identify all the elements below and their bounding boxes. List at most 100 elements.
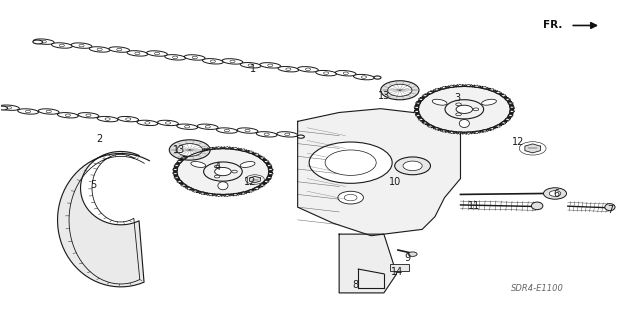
Ellipse shape (211, 60, 216, 63)
Circle shape (456, 105, 472, 114)
Circle shape (214, 165, 220, 168)
Polygon shape (250, 176, 260, 183)
Ellipse shape (38, 109, 59, 114)
Circle shape (456, 113, 461, 116)
Circle shape (325, 150, 376, 175)
Ellipse shape (191, 161, 205, 167)
Ellipse shape (177, 124, 198, 130)
Ellipse shape (18, 109, 38, 114)
Ellipse shape (248, 64, 253, 67)
Ellipse shape (362, 76, 367, 78)
Ellipse shape (531, 202, 543, 210)
Ellipse shape (173, 56, 178, 59)
Ellipse shape (245, 129, 250, 132)
Ellipse shape (285, 133, 290, 136)
Ellipse shape (298, 67, 318, 72)
Ellipse shape (230, 60, 235, 63)
Ellipse shape (147, 51, 168, 56)
Circle shape (344, 195, 357, 201)
Ellipse shape (264, 133, 269, 136)
Ellipse shape (278, 66, 299, 72)
Ellipse shape (0, 105, 19, 110)
Ellipse shape (316, 70, 337, 76)
Text: 4: 4 (215, 162, 221, 173)
Ellipse shape (225, 129, 230, 132)
Circle shape (473, 108, 479, 111)
Ellipse shape (286, 68, 291, 70)
Circle shape (204, 162, 243, 181)
Circle shape (403, 161, 422, 171)
Ellipse shape (164, 55, 186, 60)
Ellipse shape (46, 110, 51, 113)
Ellipse shape (240, 63, 261, 68)
Ellipse shape (89, 47, 110, 52)
Text: 10: 10 (389, 177, 401, 187)
Text: 1: 1 (250, 64, 256, 74)
Ellipse shape (260, 63, 281, 68)
Ellipse shape (137, 120, 158, 126)
Text: 7: 7 (607, 205, 614, 215)
Ellipse shape (65, 114, 70, 116)
Ellipse shape (482, 99, 497, 105)
Text: 13: 13 (378, 91, 390, 101)
Ellipse shape (105, 118, 110, 120)
Text: 3: 3 (454, 93, 460, 103)
Ellipse shape (116, 48, 122, 51)
Polygon shape (58, 152, 150, 287)
Ellipse shape (324, 72, 329, 74)
Ellipse shape (58, 113, 78, 118)
Ellipse shape (218, 182, 228, 190)
Ellipse shape (51, 43, 72, 48)
Circle shape (214, 175, 220, 178)
Ellipse shape (118, 116, 139, 122)
Ellipse shape (6, 107, 12, 109)
Ellipse shape (135, 52, 140, 55)
Circle shape (543, 188, 566, 199)
Ellipse shape (605, 204, 615, 211)
Polygon shape (298, 109, 461, 236)
Ellipse shape (277, 132, 298, 137)
Ellipse shape (305, 68, 310, 70)
Circle shape (232, 170, 237, 173)
FancyArrowPatch shape (573, 23, 596, 28)
Ellipse shape (222, 59, 243, 64)
Ellipse shape (33, 40, 43, 44)
Text: 2: 2 (97, 134, 103, 144)
Ellipse shape (353, 74, 374, 80)
Circle shape (338, 191, 364, 204)
Ellipse shape (184, 55, 205, 60)
Polygon shape (414, 85, 515, 134)
Polygon shape (173, 147, 273, 197)
Ellipse shape (268, 64, 273, 67)
Ellipse shape (0, 106, 8, 110)
Ellipse shape (78, 113, 99, 118)
Ellipse shape (145, 122, 150, 124)
Ellipse shape (240, 161, 255, 167)
Ellipse shape (216, 128, 237, 133)
Ellipse shape (97, 48, 102, 51)
Text: 9: 9 (404, 253, 410, 263)
Ellipse shape (335, 70, 356, 76)
Ellipse shape (192, 56, 197, 59)
Circle shape (395, 157, 431, 175)
Ellipse shape (60, 44, 65, 47)
Circle shape (456, 103, 461, 106)
Ellipse shape (460, 120, 469, 128)
Text: 11: 11 (468, 201, 481, 211)
Text: 12: 12 (512, 137, 524, 147)
FancyBboxPatch shape (390, 264, 410, 271)
Circle shape (309, 142, 392, 183)
Ellipse shape (205, 125, 211, 128)
Circle shape (549, 191, 561, 196)
Ellipse shape (165, 122, 170, 124)
Ellipse shape (86, 114, 91, 116)
Ellipse shape (256, 132, 277, 137)
Ellipse shape (125, 118, 131, 120)
Text: 5: 5 (90, 180, 97, 190)
Ellipse shape (71, 43, 92, 48)
Text: SDR4-E1100: SDR4-E1100 (511, 284, 564, 293)
Circle shape (388, 84, 412, 96)
Ellipse shape (343, 72, 348, 75)
Text: 13: 13 (173, 145, 186, 155)
Ellipse shape (202, 59, 223, 64)
